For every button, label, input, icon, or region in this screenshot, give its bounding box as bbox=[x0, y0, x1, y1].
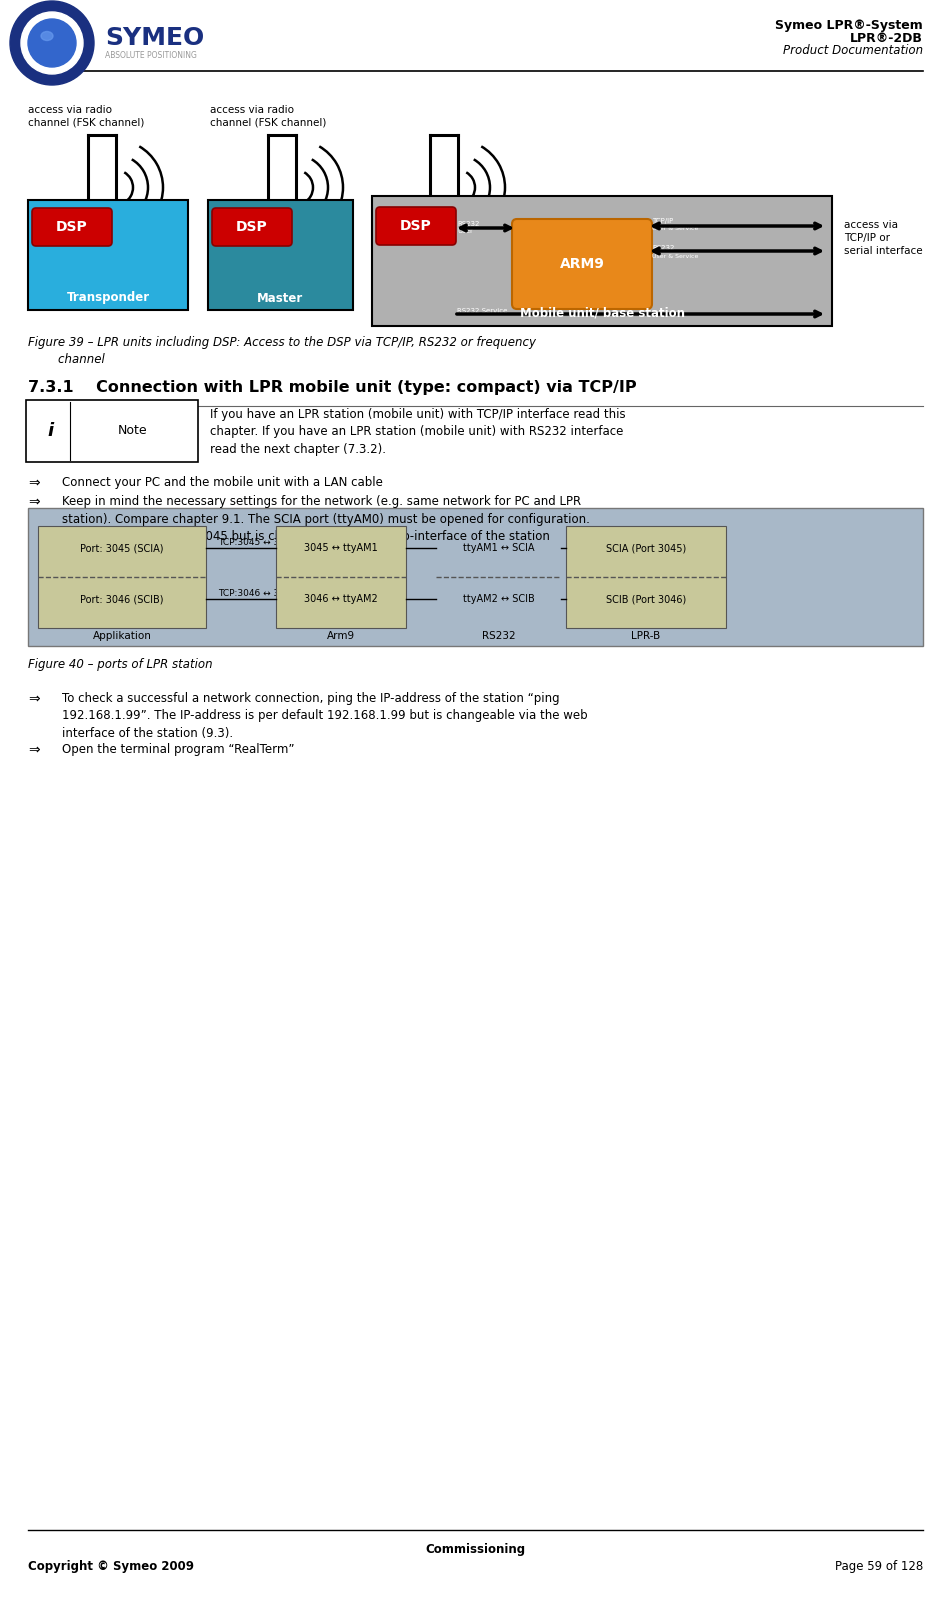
Text: Open the terminal program “RealTerm”: Open the terminal program “RealTerm” bbox=[62, 743, 295, 756]
Text: DSP: DSP bbox=[400, 219, 432, 233]
Text: User & Service: User & Service bbox=[652, 254, 698, 259]
Text: LPR-B: LPR-B bbox=[631, 631, 661, 641]
Text: If you have an LPR station (mobile unit) with TCP/IP interface read this
chapter: If you have an LPR station (mobile unit)… bbox=[210, 407, 626, 455]
FancyBboxPatch shape bbox=[208, 200, 353, 310]
Circle shape bbox=[21, 13, 83, 74]
FancyBboxPatch shape bbox=[276, 526, 406, 628]
Text: access via radio
channel (FSK channel): access via radio channel (FSK channel) bbox=[210, 105, 326, 128]
Text: Transponder: Transponder bbox=[67, 291, 149, 305]
Text: i: i bbox=[47, 422, 53, 439]
FancyBboxPatch shape bbox=[566, 526, 726, 628]
Text: access via radio
channel (FSK channel): access via radio channel (FSK channel) bbox=[28, 105, 145, 128]
Text: Copyright © Symeo 2009: Copyright © Symeo 2009 bbox=[28, 1560, 194, 1572]
FancyBboxPatch shape bbox=[28, 508, 923, 646]
Text: Master: Master bbox=[257, 291, 303, 305]
Text: TCP:3046 ↔ 3046: TCP:3046 ↔ 3046 bbox=[218, 588, 297, 598]
Text: RS232: RS232 bbox=[482, 631, 515, 641]
Text: TCP:3045 ↔ 3045: TCP:3045 ↔ 3045 bbox=[218, 539, 297, 547]
Circle shape bbox=[10, 2, 94, 85]
Text: ARM9: ARM9 bbox=[559, 257, 605, 272]
Text: DSP: DSP bbox=[56, 221, 87, 233]
Text: SYMEO: SYMEO bbox=[105, 26, 204, 50]
Text: ⇒: ⇒ bbox=[28, 476, 40, 491]
Text: 7.3.1    Connection with LPR mobile unit (type: compact) via TCP/IP: 7.3.1 Connection with LPR mobile unit (t… bbox=[28, 380, 636, 395]
Text: LPR®-2DB: LPR®-2DB bbox=[850, 32, 923, 45]
Text: ttyAM2 ↔ SCIB: ttyAM2 ↔ SCIB bbox=[462, 594, 534, 604]
Text: ⇒: ⇒ bbox=[28, 692, 40, 706]
Text: Port: 3046 (SCIB): Port: 3046 (SCIB) bbox=[80, 594, 164, 604]
Text: Mobile unit/ base station: Mobile unit/ base station bbox=[519, 307, 685, 320]
Text: ttyAM1 ↔ SCIA: ttyAM1 ↔ SCIA bbox=[463, 543, 534, 553]
Ellipse shape bbox=[41, 32, 53, 40]
Text: SCIA (Port 3045): SCIA (Port 3045) bbox=[606, 543, 686, 553]
FancyBboxPatch shape bbox=[376, 208, 456, 244]
Text: Symeo LPR®-System: Symeo LPR®-System bbox=[775, 19, 923, 32]
FancyBboxPatch shape bbox=[512, 219, 652, 308]
Text: Figure 39 – LPR units including DSP: Access to the DSP via TCP/IP, RS232 or freq: Figure 39 – LPR units including DSP: Acc… bbox=[28, 336, 536, 366]
Text: 3045 ↔ ttyAM1: 3045 ↔ ttyAM1 bbox=[304, 543, 378, 553]
Text: ⇒: ⇒ bbox=[28, 743, 40, 757]
FancyBboxPatch shape bbox=[28, 200, 188, 310]
Text: SCIB (Port 3046): SCIB (Port 3046) bbox=[606, 594, 686, 604]
Text: RS232 Service: RS232 Service bbox=[457, 308, 508, 313]
Text: ⇒: ⇒ bbox=[28, 495, 40, 510]
Text: access via
TCP/IP or
serial interface: access via TCP/IP or serial interface bbox=[844, 221, 922, 256]
Text: TCP/IP: TCP/IP bbox=[652, 217, 673, 224]
Text: Applikation: Applikation bbox=[92, 631, 151, 641]
Text: Keep in mind the necessary settings for the network (e.g. same network for PC an: Keep in mind the necessary settings for … bbox=[62, 495, 590, 561]
Text: Page 59 of 128: Page 59 of 128 bbox=[835, 1560, 923, 1572]
FancyBboxPatch shape bbox=[38, 526, 206, 628]
Text: Arm9: Arm9 bbox=[327, 631, 355, 641]
Circle shape bbox=[28, 19, 76, 67]
Text: 3046 ↔ ttyAM2: 3046 ↔ ttyAM2 bbox=[304, 594, 378, 604]
Text: Connect your PC and the mobile unit with a LAN cable: Connect your PC and the mobile unit with… bbox=[62, 476, 383, 489]
FancyBboxPatch shape bbox=[372, 197, 832, 326]
Text: RS232: RS232 bbox=[457, 221, 479, 227]
Text: To check a successful a network connection, ping the IP-address of the station “: To check a successful a network connecti… bbox=[62, 692, 588, 740]
FancyBboxPatch shape bbox=[26, 400, 198, 462]
Text: RS232: RS232 bbox=[652, 244, 674, 251]
Text: ABSOLUTE POSITIONING: ABSOLUTE POSITIONING bbox=[105, 51, 197, 61]
Text: Figure 40 – ports of LPR station: Figure 40 – ports of LPR station bbox=[28, 658, 213, 671]
Text: User: User bbox=[457, 229, 473, 233]
Text: DSP: DSP bbox=[236, 221, 268, 233]
Text: Product Documentation: Product Documentation bbox=[783, 45, 923, 58]
FancyBboxPatch shape bbox=[212, 208, 292, 246]
Text: Commissioning: Commissioning bbox=[425, 1544, 526, 1556]
Text: User & Service: User & Service bbox=[652, 227, 698, 232]
FancyBboxPatch shape bbox=[32, 208, 112, 246]
Text: Port: 3045 (SCIA): Port: 3045 (SCIA) bbox=[80, 543, 164, 553]
Text: Note: Note bbox=[118, 425, 147, 438]
